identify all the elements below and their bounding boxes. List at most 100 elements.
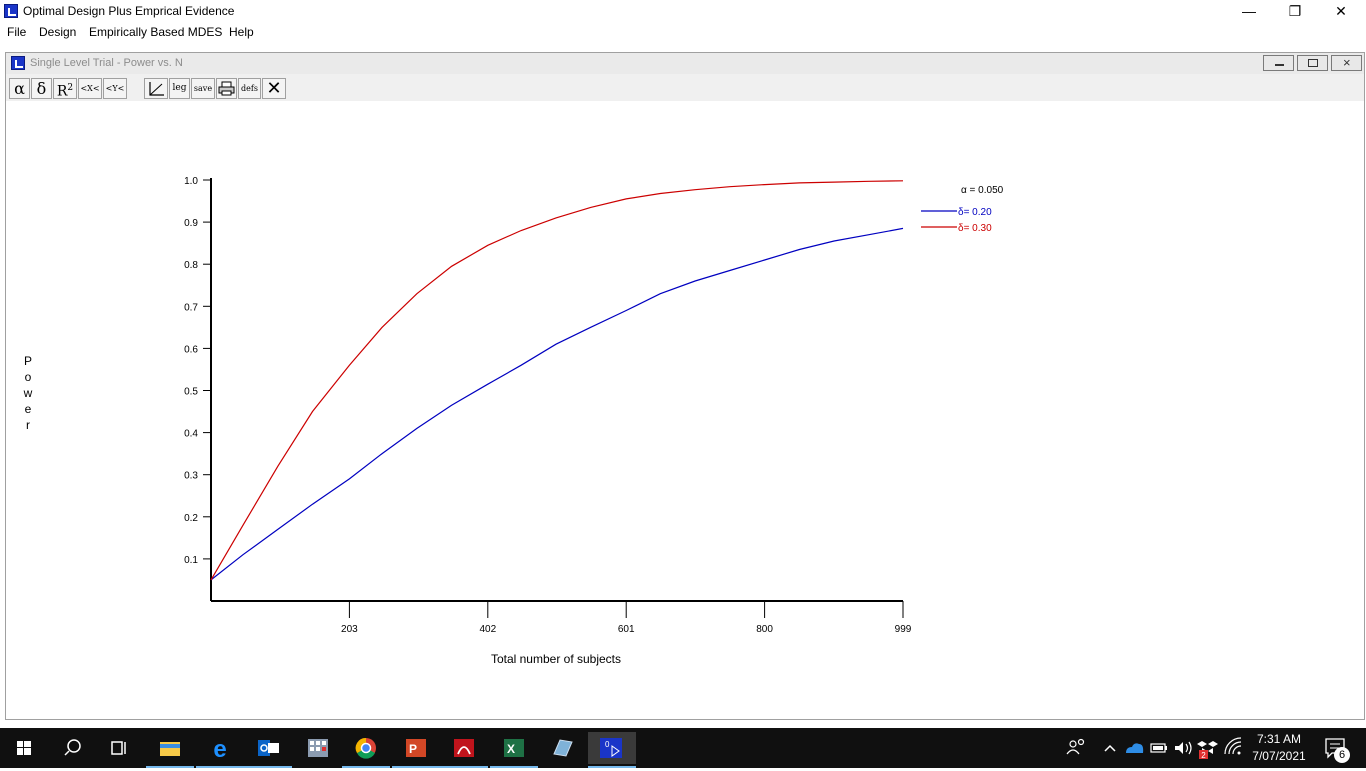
y-label-letter: w	[23, 386, 33, 400]
minimize-button[interactable]: —	[1242, 3, 1256, 19]
y-tick-label: 0.5	[184, 387, 198, 398]
x-tick-label: 601	[618, 624, 635, 635]
dropbox-button[interactable]: 2	[1196, 728, 1220, 768]
people-button[interactable]	[1062, 728, 1092, 768]
clock-time: 7:31 AM	[1256, 732, 1302, 746]
series-lines	[210, 180, 904, 581]
save-button[interactable]: save	[191, 78, 215, 99]
power-chart: 0.1 0.2 0.3 0.4 0.5 0.6 0.7 0.8 0.9 1.0 203 402 601…	[23, 176, 1004, 666]
y-tick-label: 0.3	[184, 471, 198, 482]
x-tick-label: 999	[895, 624, 912, 635]
wifi-button[interactable]	[1222, 728, 1244, 768]
file-explorer-button[interactable]	[146, 732, 194, 768]
y-label-letter: e	[25, 402, 32, 416]
search-icon	[64, 739, 81, 756]
x-tick-label: 800	[756, 624, 773, 635]
outlook-button[interactable]	[244, 732, 292, 768]
show-hidden-icons-button[interactable]	[1100, 728, 1120, 768]
taskbar: e P	[0, 728, 1366, 768]
child-minimize-button[interactable]	[1263, 55, 1294, 71]
r-squared-button[interactable]: R2	[53, 78, 77, 100]
onedrive-icon	[1126, 743, 1144, 753]
y-tick-label: 0.4	[184, 429, 198, 440]
child-close-button[interactable]: ×	[1331, 55, 1362, 71]
menu-empirically-based-mdes[interactable]: Empirically Based MDES	[89, 25, 223, 39]
battery-icon	[1150, 743, 1167, 753]
close-plot-button[interactable]: ✕	[262, 78, 286, 99]
r2-superscript: 2	[67, 83, 74, 93]
x-tick-label: 203	[341, 624, 358, 635]
legend: α = 0.050 δ= 0.20 δ= 0.30	[921, 185, 1004, 234]
menu-help[interactable]: Help	[229, 25, 254, 39]
start-button[interactable]	[0, 732, 48, 764]
calculator-button[interactable]	[294, 732, 342, 764]
clock-date: 7/07/2021	[1252, 749, 1306, 763]
axis-icon	[149, 82, 164, 96]
zoom-y-button[interactable]: <Y<	[103, 78, 127, 99]
toolbar: α δ R2 <X< <Y< leg save defs ✕	[6, 74, 1364, 101]
powerpoint-button[interactable]: P	[392, 732, 440, 768]
child-restore-button[interactable]	[1297, 55, 1328, 71]
svg-text:X: X	[507, 742, 515, 756]
volume-button[interactable]	[1172, 728, 1194, 768]
x-tick-label: 402	[479, 624, 496, 635]
legend-button[interactable]: leg	[169, 78, 190, 99]
restore-button[interactable]: ❐	[1288, 3, 1302, 19]
defs-button[interactable]: defs	[238, 78, 261, 99]
y-axis: 0.1 0.2 0.3 0.4 0.5 0.6 0.7 0.8 0.9 1.0	[184, 176, 212, 601]
svg-text:P: P	[409, 742, 417, 756]
wifi-icon	[1224, 737, 1242, 755]
axis-button[interactable]	[144, 78, 168, 99]
acrobat-icon	[454, 739, 474, 757]
people-icon	[1066, 738, 1085, 755]
battery-button[interactable]	[1148, 728, 1170, 768]
notepad-button[interactable]	[538, 732, 586, 764]
child-title: Single Level Trial - Power vs. N	[30, 57, 183, 69]
calculator-icon	[308, 739, 328, 757]
legend-alpha: α = 0.050	[961, 185, 1004, 196]
plot-area: 0.1 0.2 0.3 0.4 0.5 0.6 0.7 0.8 0.9 1.0 203 402 601…	[6, 101, 1364, 719]
app-title: Optimal Design Plus Emprical Evidence	[23, 4, 235, 18]
series-line-1	[210, 180, 904, 581]
powerpoint-icon: P	[406, 739, 426, 757]
y-label-letter: o	[25, 370, 32, 384]
print-button[interactable]	[216, 78, 237, 99]
delta-button[interactable]: δ	[31, 78, 52, 99]
y-tick-label: 0.7	[184, 302, 198, 313]
menu-design[interactable]: Design	[39, 25, 77, 39]
zoom-x-button[interactable]: <X<	[78, 78, 102, 99]
printer-icon	[218, 81, 235, 96]
x-axis-label: Total number of subjects	[491, 652, 621, 666]
y-tick-label: 0.9	[184, 218, 198, 229]
edge-button[interactable]: e	[196, 732, 244, 768]
chevron-up-icon	[1104, 744, 1116, 752]
start-icon	[17, 741, 31, 755]
svg-text:0: 0	[605, 740, 610, 749]
action-center-button[interactable]: 6	[1318, 728, 1358, 768]
menu-bar: File Design Empirically Based MDES Help	[0, 22, 1366, 42]
y-tick-label: 0.2	[184, 513, 198, 524]
chrome-button[interactable]	[342, 732, 390, 768]
svg-text:2: 2	[1201, 751, 1206, 760]
y-axis-label: Power	[23, 354, 33, 432]
edge-icon: e	[213, 736, 226, 763]
onedrive-button[interactable]	[1122, 728, 1146, 768]
excel-button[interactable]: X	[490, 732, 538, 768]
task-view-button[interactable]	[96, 732, 144, 764]
acrobat-button[interactable]	[440, 732, 488, 768]
notification-count: 6	[1334, 747, 1350, 763]
optimal-design-icon: 0	[600, 738, 622, 758]
optimal-design-button[interactable]: 0	[588, 732, 636, 768]
app-title-bar: Optimal Design Plus Emprical Evidence — …	[0, 0, 1366, 22]
outlook-icon	[258, 740, 279, 756]
search-button[interactable]	[48, 732, 96, 764]
chrome-icon	[355, 737, 376, 759]
child-window-icon	[11, 56, 25, 70]
alpha-button[interactable]: α	[9, 78, 30, 99]
clock[interactable]: 7:31 AM 7/07/2021	[1248, 728, 1310, 768]
file-explorer-icon	[160, 742, 180, 756]
app-logo-icon	[4, 4, 18, 18]
close-button[interactable]: ✕	[1335, 3, 1347, 19]
menu-file[interactable]: File	[7, 25, 27, 39]
legend-entry-1: δ= 0.30	[958, 223, 992, 234]
